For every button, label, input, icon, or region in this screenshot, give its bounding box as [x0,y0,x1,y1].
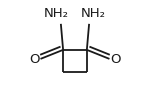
Text: NH₂: NH₂ [44,7,69,20]
Text: O: O [110,53,120,66]
Text: O: O [30,53,40,66]
Text: NH₂: NH₂ [81,7,106,20]
